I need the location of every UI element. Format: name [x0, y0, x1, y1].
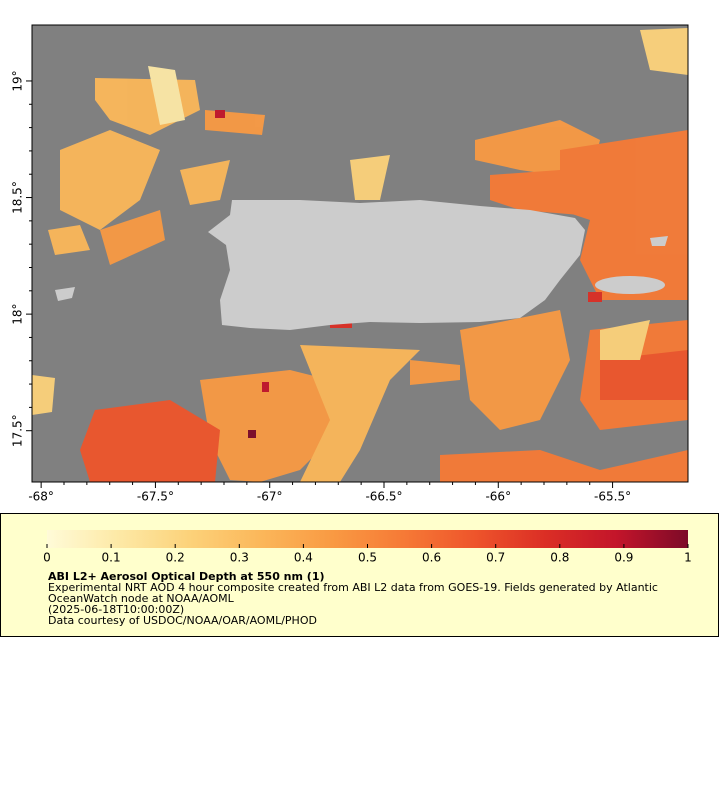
colorbar-panel: ABI L2+ Aerosol Optical Depth at 550 nm …	[0, 513, 719, 637]
colorbar-tick-label: 0.1	[102, 551, 121, 565]
caption-line: Data courtesy of USDOC/NOAA/OAR/AOML/PHO…	[48, 614, 317, 627]
map	[31, 24, 689, 483]
caption-line: (2025-06-18T10:00:00Z)	[48, 603, 184, 616]
x-tick-label: -67°	[257, 490, 283, 504]
land	[55, 200, 668, 330]
x-tick-label: -68°	[28, 490, 54, 504]
y-tick-label: 18.5°	[11, 181, 25, 214]
x-tick-label: -66°	[485, 490, 511, 504]
aerosol-patches	[32, 28, 688, 482]
caption-title: ABI L2+ Aerosol Optical Depth at 550 nm …	[48, 570, 325, 583]
colorbar-tick-label: 0.6	[422, 551, 441, 565]
x-tick-label: -65.5°	[594, 490, 631, 504]
colorbar-tick-label: 0.9	[614, 551, 633, 565]
y-tick-label: 17.5°	[11, 414, 25, 447]
colorbar-tick-label: 0	[43, 551, 51, 565]
x-tick-label: -67.5°	[137, 490, 174, 504]
caption-line: Experimental NRT AOD 4 hour composite cr…	[48, 581, 658, 594]
y-tick-label: 18°	[11, 303, 25, 324]
colorbar-tick-label: 0.8	[550, 551, 569, 565]
x-tick-label: -66.5°	[365, 490, 402, 504]
colorbar-tick-label: 0.4	[294, 551, 313, 565]
colorbar-tick-label: 0.3	[230, 551, 249, 565]
colorbar-tick-label: 0.7	[486, 551, 505, 565]
colorbar-tick-label: 0.2	[166, 551, 185, 565]
caption-line: OceanWatch node at NOAA/AOML	[48, 592, 235, 605]
map-frame	[31, 24, 689, 483]
colorbar-tick-label: 1	[684, 551, 692, 565]
y-tick-label: 19°	[11, 70, 25, 91]
colorbar-tick-label: 0.5	[358, 551, 377, 565]
colorbar	[47, 530, 688, 548]
